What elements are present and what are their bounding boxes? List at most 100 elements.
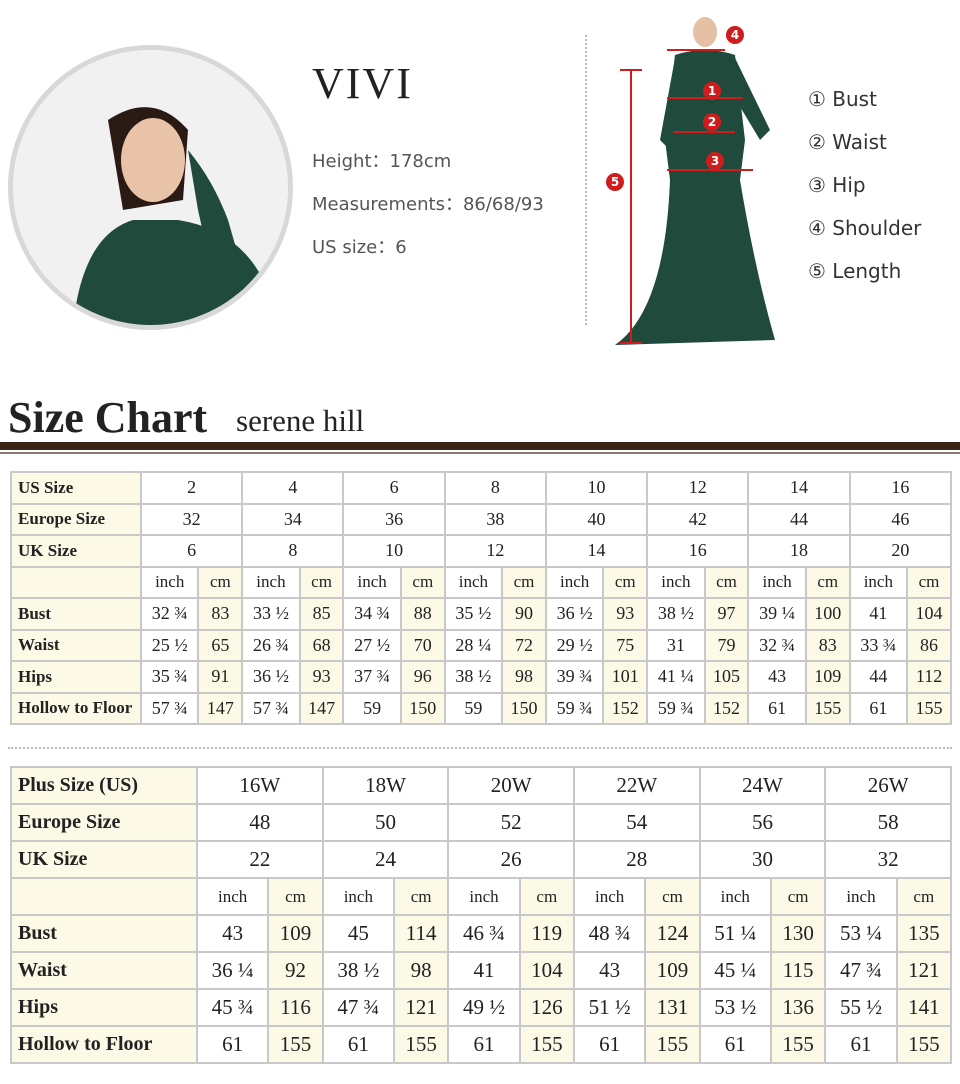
measure-row: Hips 45 ¾ 116 47 ¾ 121 49 ½ 126 51 ½ 131 53 ½ 136 5… xyxy=(10,988,953,1027)
value-cell: 43 xyxy=(572,951,647,990)
value-cell: 155 xyxy=(769,1025,827,1064)
value-cell: 33 ½ xyxy=(241,597,301,631)
size-cell: 40 xyxy=(544,502,649,536)
size-cell: 24W xyxy=(698,766,827,805)
value-cell: 47 ¾ xyxy=(321,988,396,1027)
value-cell: 88 xyxy=(399,597,446,631)
size-cell: 2 xyxy=(139,471,244,505)
value-cell: 45 ¾ xyxy=(195,988,270,1027)
unit-cm: cm xyxy=(399,565,446,599)
size-cell: 46 xyxy=(848,502,953,536)
value-cell: 131 xyxy=(644,988,701,1027)
size-cell: 32 xyxy=(824,840,952,879)
model-photo xyxy=(8,45,293,330)
unit-inch: inch xyxy=(848,565,909,599)
value-cell: 152 xyxy=(602,691,649,725)
size-cell: 36 xyxy=(342,502,446,536)
size-cell: 28 xyxy=(572,840,701,879)
row-label: Waist xyxy=(10,628,142,662)
unit-inch: inch xyxy=(241,565,301,599)
value-cell: 124 xyxy=(644,914,701,953)
value-cell: 45 xyxy=(321,914,396,953)
value-cell: 72 xyxy=(501,628,547,662)
value-cell: 96 xyxy=(399,660,446,694)
value-cell: 38 ½ xyxy=(443,660,504,694)
marker-3: 3 xyxy=(711,154,719,168)
value-cell: 101 xyxy=(602,660,649,694)
value-cell: 98 xyxy=(392,951,450,990)
measurement-diagram: 4 1 2 3 5 xyxy=(606,17,775,345)
unit-cm: cm xyxy=(703,565,750,599)
value-cell: 155 xyxy=(644,1025,701,1064)
size-cell: 20 xyxy=(848,534,953,568)
value-cell: 86 xyxy=(906,628,952,662)
size-cell: 8 xyxy=(241,534,345,568)
dotted-divider xyxy=(8,747,952,749)
value-cell: 109 xyxy=(644,951,701,990)
header-bar xyxy=(0,442,960,450)
value-cell: 90 xyxy=(501,597,547,631)
unit-cm: cm xyxy=(644,877,701,916)
value-cell: 155 xyxy=(895,1025,953,1064)
unit-cm: cm xyxy=(267,877,324,916)
value-cell: 155 xyxy=(804,691,851,725)
standard-size-table: US Size 2 4 6 8 10 12 14 16 Europe Size 32 34 36 38 40… xyxy=(10,471,953,725)
unit-inch: inch xyxy=(747,565,807,599)
row-us-size: US Size 2 4 6 8 10 12 14 16 xyxy=(10,471,953,505)
value-cell: 59 ¾ xyxy=(646,691,706,725)
value-cell: 68 xyxy=(298,628,345,662)
legend-waist: ② Waist xyxy=(808,130,887,154)
value-cell: 152 xyxy=(703,691,750,725)
value-cell: 36 ¼ xyxy=(195,951,270,990)
value-cell: 41 ¼ xyxy=(646,660,706,694)
size-cell: 30 xyxy=(698,840,827,879)
value-cell: 91 xyxy=(197,660,244,694)
row-label: UK Size xyxy=(10,840,198,879)
unit-inch: inch xyxy=(342,565,402,599)
value-cell: 150 xyxy=(501,691,547,725)
empty-cell xyxy=(10,877,198,916)
unit-inch: inch xyxy=(443,565,504,599)
value-cell: 48 ¾ xyxy=(572,914,647,953)
value-cell: 32 ¾ xyxy=(747,628,807,662)
value-cell: 39 ¼ xyxy=(747,597,807,631)
size-cell: 58 xyxy=(824,803,952,842)
size-cell: 14 xyxy=(544,534,649,568)
row-label: Waist xyxy=(10,951,198,990)
size-chart-title: Size Chart xyxy=(8,393,208,442)
row-us-size: Plus Size (US) 16W 18W 20W 22W 24W 26W xyxy=(10,766,952,805)
value-cell: 85 xyxy=(298,597,345,631)
legend-hip: ③ Hip xyxy=(808,173,866,197)
size-cell: 16 xyxy=(848,471,953,505)
unit-inch: inch xyxy=(572,877,647,916)
size-cell: 4 xyxy=(241,471,345,505)
value-cell: 27 ½ xyxy=(342,628,402,662)
value-cell: 28 ¼ xyxy=(443,628,504,662)
value-cell: 79 xyxy=(703,628,750,662)
value-cell: 114 xyxy=(392,914,450,953)
value-cell: 150 xyxy=(399,691,446,725)
row-label: Plus Size (US) xyxy=(10,766,198,805)
value-cell: 141 xyxy=(895,988,953,1027)
unit-inch: inch xyxy=(195,877,270,916)
unit-cm: cm xyxy=(392,877,450,916)
marker-5: 5 xyxy=(611,175,619,189)
legend-shoulder: ④ Shoulder xyxy=(808,216,922,240)
row-label: Europe Size xyxy=(10,803,198,842)
row-label: Hollow to Floor xyxy=(10,691,142,725)
size-cell: 22W xyxy=(572,766,701,805)
row-uk-size: UK Size 6 8 10 12 14 16 18 20 xyxy=(10,534,953,568)
size-cell: 24 xyxy=(321,840,450,879)
unit-inch: inch xyxy=(544,565,605,599)
value-cell: 61 xyxy=(572,1025,647,1064)
unit-cm: cm xyxy=(197,565,244,599)
size-cell: 54 xyxy=(572,803,701,842)
value-cell: 41 xyxy=(447,951,521,990)
size-cell: 12 xyxy=(646,471,750,505)
size-cell: 42 xyxy=(646,502,750,536)
row-label: Bust xyxy=(10,597,142,631)
value-cell: 35 ¾ xyxy=(139,660,200,694)
size-cell: 18W xyxy=(321,766,450,805)
value-cell: 155 xyxy=(267,1025,324,1064)
